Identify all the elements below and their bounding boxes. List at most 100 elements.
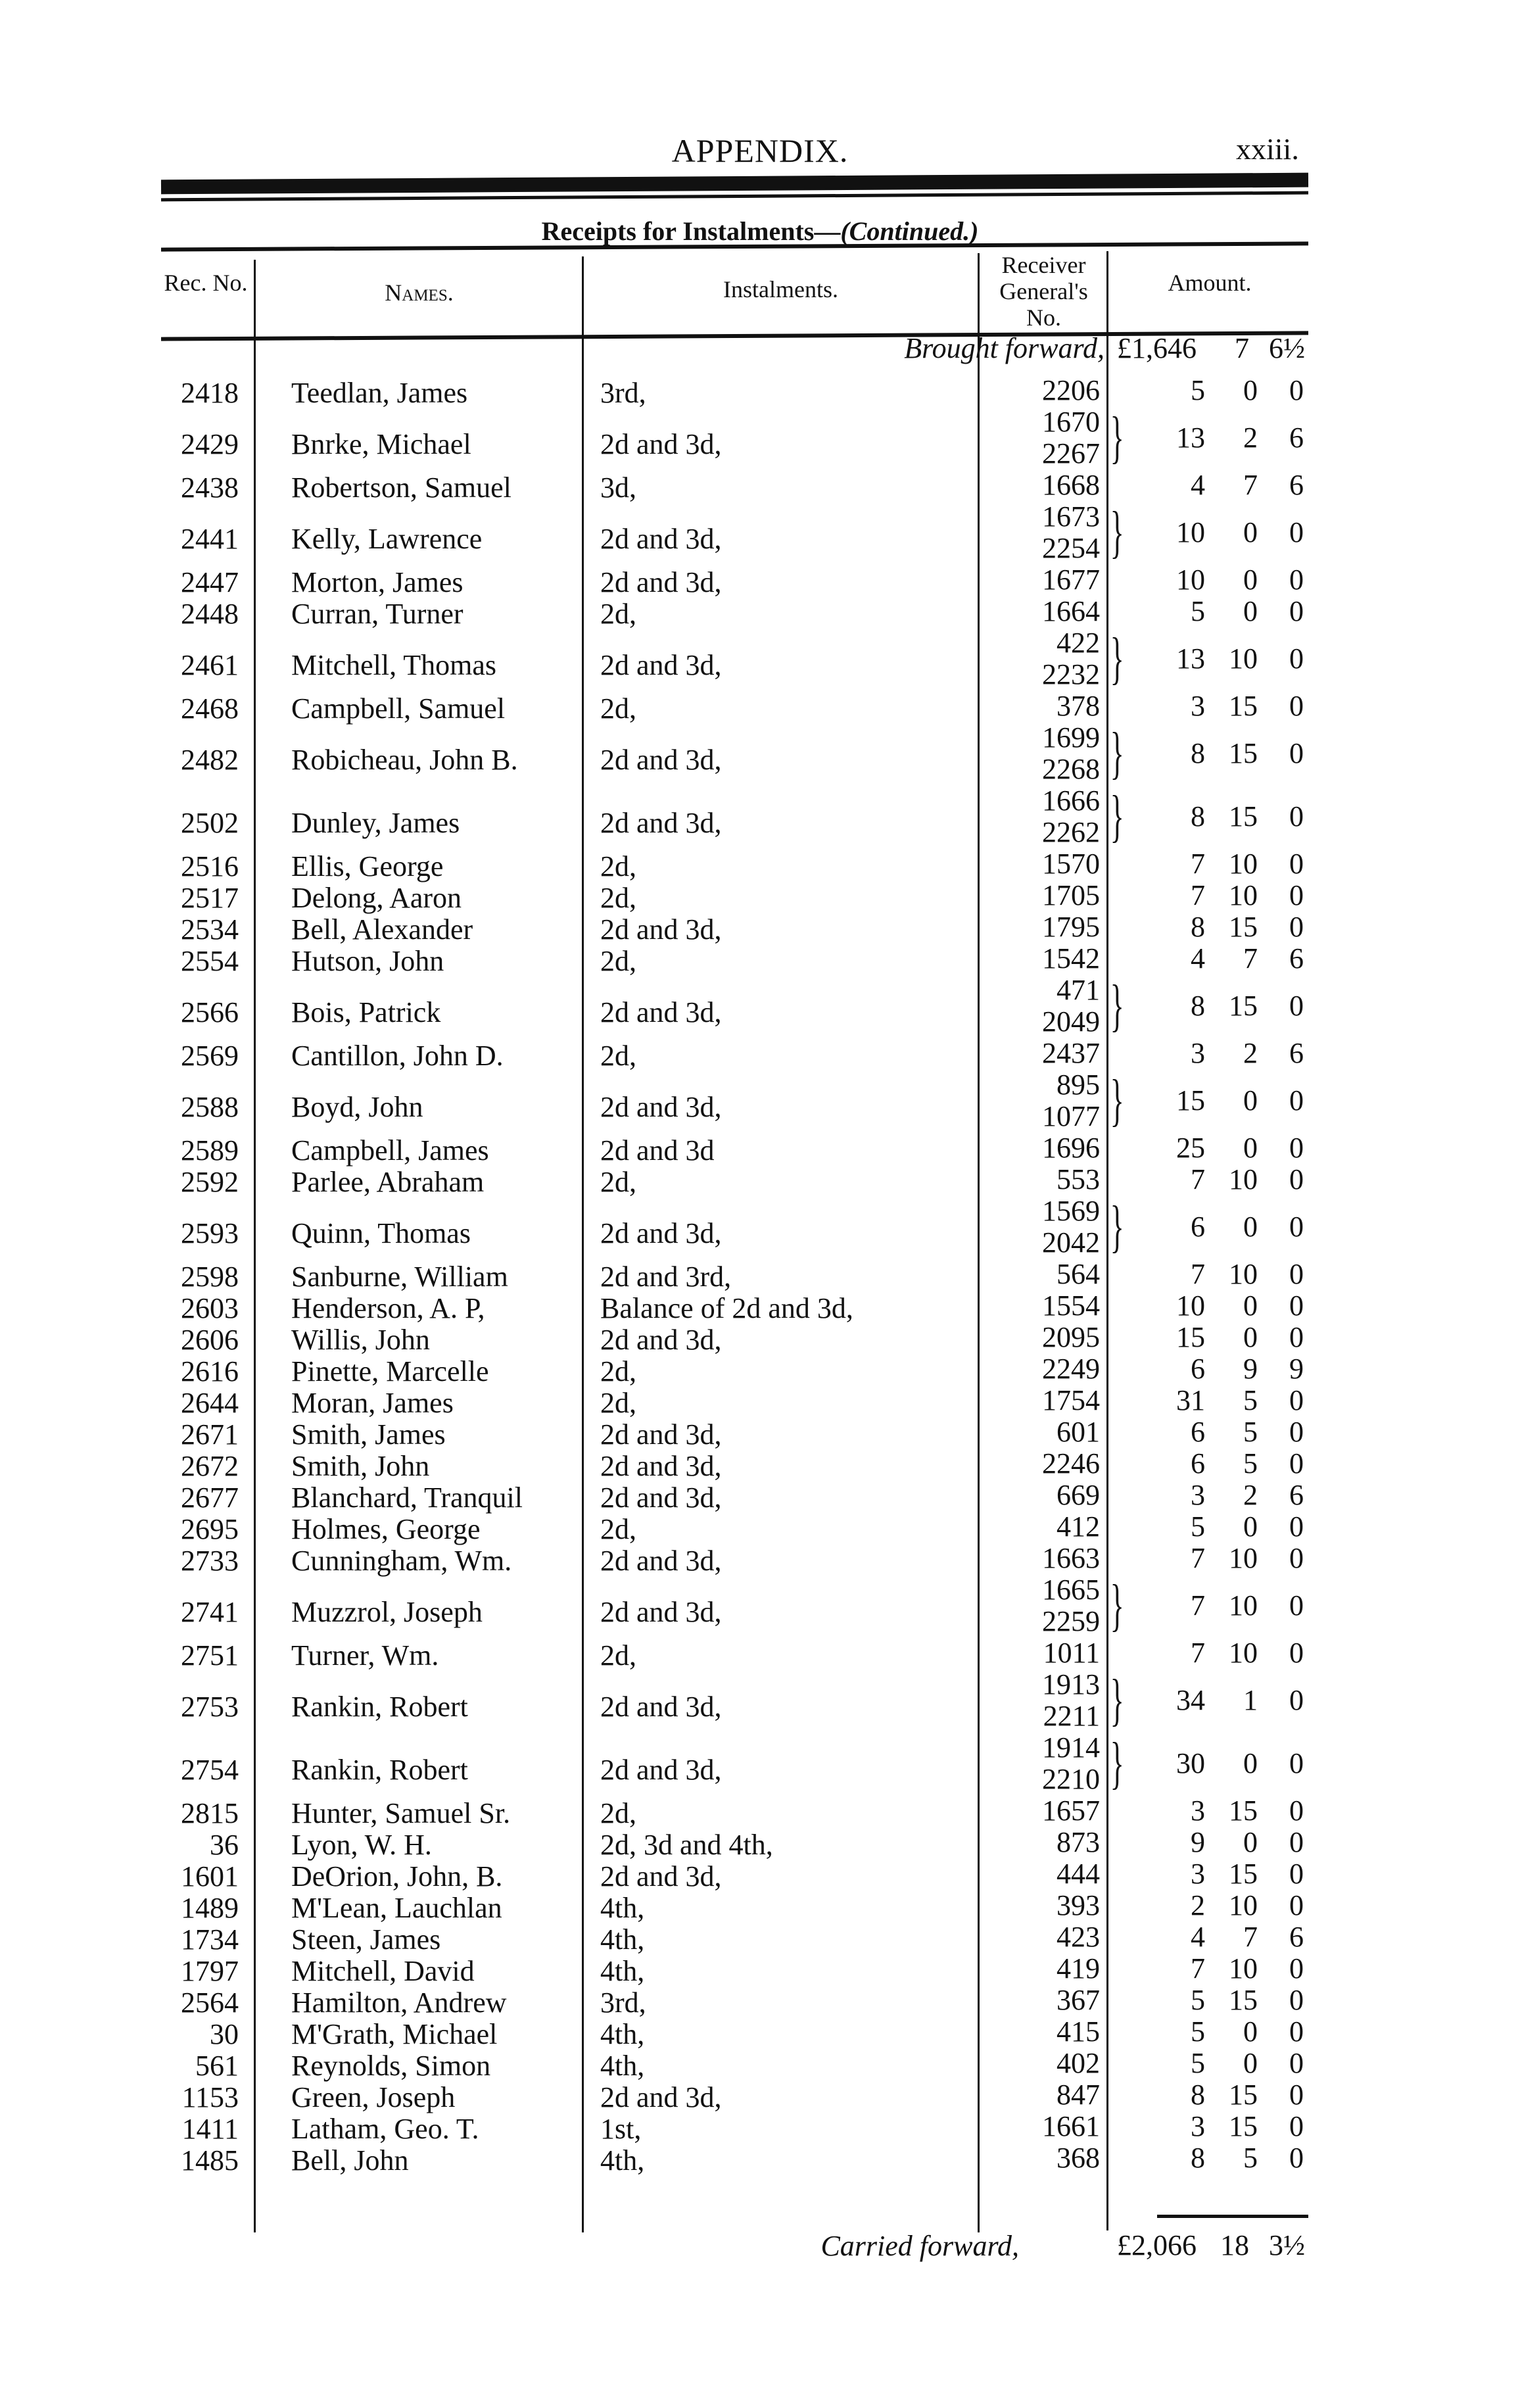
receiver-general-no: 1665	[1042, 1574, 1100, 1606]
amount-shillings: 0	[1243, 2047, 1258, 2079]
amount-pounds: 3	[1191, 1794, 1205, 1827]
receiver-general-no: 402	[1057, 2047, 1100, 2079]
rec-no: 1485	[181, 2144, 239, 2177]
amount-pence: 0	[1289, 737, 1304, 769]
rec-no: 1734	[181, 1923, 239, 1956]
amount-pence: 0	[1289, 374, 1304, 406]
amount-pence: 0	[1289, 1794, 1304, 1827]
brought-forward-pence: 6½	[1269, 332, 1305, 364]
receiver-general-no: 2254	[1042, 532, 1100, 564]
rec-no: 2482	[181, 744, 239, 776]
instalments: 2d and 3d,	[600, 1450, 722, 1482]
amount-pence: 0	[1289, 1984, 1304, 2016]
table-row: 2447 Morton, James 2d and 3d, 1677 10 0 0	[160, 564, 1310, 598]
column-divider	[978, 253, 980, 2232]
receiver-general-no: 1673	[1042, 500, 1100, 533]
column-divider	[254, 260, 256, 2232]
instalments: 2d,	[600, 1166, 636, 1198]
carried-forward-pounds: £2,066	[1117, 2229, 1197, 2261]
brace-icon: }	[1110, 500, 1124, 564]
amount-shillings: 10	[1229, 848, 1258, 880]
amount-pence: 0	[1289, 911, 1304, 943]
instalments: 2d and 3d,	[600, 1217, 722, 1249]
instalments: 2d and 3d,	[600, 1754, 722, 1786]
amount-shillings: 0	[1243, 2015, 1258, 2048]
table-row: 2671 Smith, James 2d and 3d, 601 6 5 0	[160, 1416, 1310, 1451]
amount-pounds: 2	[1191, 1889, 1205, 1921]
table-row: 2644 Moran, James 2d, 1754 31 5 0	[160, 1385, 1310, 1419]
amount-pounds: 13	[1176, 421, 1205, 454]
instalments: 2d and 3d,	[600, 1545, 722, 1577]
column-divider	[1106, 251, 1108, 2230]
amount-pounds: 4	[1191, 1921, 1205, 1953]
rec-no: 2603	[181, 1292, 239, 1324]
name: Willis, John	[291, 1324, 430, 1356]
table-row: 2603 Henderson, A. P, Balance of 2d and 3d…	[160, 1289, 1310, 1324]
table-row: 1489 M'Lean, Lauchlan 4th, 393 2 10 0	[160, 1889, 1310, 1924]
amount-pence: 0	[1289, 848, 1304, 880]
instalments: 2d and 3d,	[600, 1091, 722, 1123]
amount-pounds: 7	[1191, 1163, 1205, 1195]
rec-no: 2671	[181, 1418, 239, 1451]
amount-shillings: 15	[1229, 1858, 1258, 1890]
table-row: 2554 Hutson, John 2d, 1542 4 7 6	[160, 943, 1310, 977]
brace-icon: }	[1110, 1731, 1124, 1795]
table-row: 2598 Sanburne, William 2d and 3rd, 564 7 10 0	[160, 1258, 1310, 1293]
amount-pounds: 4	[1191, 469, 1205, 501]
amount-shillings: 15	[1229, 2110, 1258, 2142]
amount-pence: 0	[1289, 1826, 1304, 1858]
brought-forward-shillings: 7	[1235, 332, 1249, 364]
rec-no: 2592	[181, 1166, 239, 1198]
amount-shillings: 7	[1243, 469, 1258, 501]
rec-no: 2429	[181, 428, 239, 460]
table-row: 2468 Campbell, Samuel 2d, 378 3 15 0	[160, 690, 1310, 725]
receiver-general-no: 2259	[1042, 1605, 1100, 1637]
instalments: 2d and 3d,	[600, 1691, 722, 1723]
receiver-general-no: 1670	[1042, 406, 1100, 438]
table-row: 561 Reynolds, Simon 4th, 402 5 0 0	[160, 2047, 1310, 2082]
receiver-general-no: 1699	[1042, 721, 1100, 754]
brought-forward-label: Brought forward,	[904, 332, 1104, 364]
name: Hunter, Samuel Sr.	[291, 1797, 511, 1829]
brace-icon: }	[1110, 627, 1124, 690]
rec-no: 1153	[181, 2081, 239, 2113]
thick-rule	[160, 172, 1309, 195]
amount-shillings: 2	[1243, 1479, 1258, 1511]
receiver-general-no: 1077	[1042, 1100, 1100, 1132]
amount-shillings: 15	[1229, 737, 1258, 769]
amount-pence: 0	[1289, 1321, 1304, 1353]
amount-pence: 0	[1289, 642, 1304, 675]
amount-pounds: 7	[1191, 1258, 1205, 1290]
receiver-general-no: 1661	[1042, 2110, 1100, 2142]
rec-no: 2754	[181, 1754, 239, 1786]
amount-pence: 6	[1289, 421, 1304, 454]
amount-shillings: 10	[1229, 642, 1258, 675]
amount-shillings: 0	[1243, 1289, 1258, 1322]
rec-no: 2815	[181, 1797, 239, 1829]
amount-pence: 0	[1289, 2110, 1304, 2142]
amount-shillings: 0	[1243, 1084, 1258, 1117]
amount-shillings: 0	[1243, 564, 1258, 596]
instalments: 2d and 3d,	[600, 1481, 722, 1514]
table-row: 2754 Rankin, Robert 2d and 3d, 1914 2210} 30 0…	[160, 1732, 1310, 1795]
table-row: 2448 Curran, Turner 2d, 1664 5 0 0	[160, 596, 1310, 630]
amount-shillings: 0	[1243, 1321, 1258, 1353]
name: DeOrion, John, B.	[291, 1860, 503, 1892]
rec-no: 2468	[181, 692, 239, 725]
table-title-text: Receipts for Instalments—	[541, 216, 841, 246]
table-row: 2588 Boyd, John 2d and 3d, 895 1077} 15 0 0	[160, 1069, 1310, 1132]
name: Smith, James	[291, 1418, 446, 1451]
instalments: 2d and 3d,	[600, 744, 722, 776]
name: Quinn, Thomas	[291, 1217, 471, 1249]
amount-shillings: 10	[1229, 1163, 1258, 1195]
instalments: 4th,	[600, 1955, 645, 1987]
amount-pounds: 3	[1191, 1858, 1205, 1890]
instalments: 2d,	[600, 692, 636, 725]
table-title: Receipts for Instalments—(Continued.)	[0, 216, 1520, 247]
rec-no: 2461	[181, 649, 239, 681]
rec-no: 2554	[181, 945, 239, 977]
instalments: 2d and 3d,	[600, 996, 722, 1028]
table-row: 2517 Delong, Aaron 2d, 1705 7 10 0	[160, 880, 1310, 914]
table-row: 1734 Steen, James 4th, 423 4 7 6	[160, 1921, 1310, 1956]
amount-pounds: 10	[1176, 564, 1205, 596]
